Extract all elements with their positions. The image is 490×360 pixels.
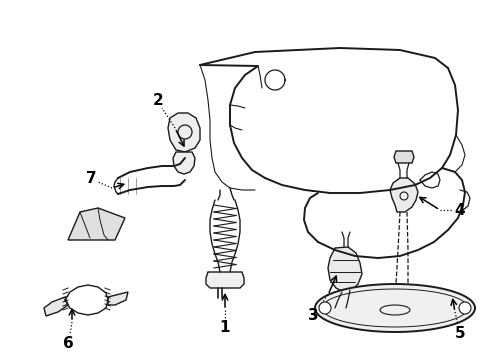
Polygon shape	[168, 113, 200, 152]
Text: 7: 7	[86, 171, 97, 185]
Circle shape	[319, 302, 331, 314]
Polygon shape	[173, 152, 195, 174]
Text: 5: 5	[455, 325, 466, 341]
Polygon shape	[206, 272, 244, 288]
Circle shape	[459, 302, 471, 314]
Text: 6: 6	[63, 337, 74, 351]
Text: 3: 3	[308, 309, 319, 324]
Polygon shape	[315, 284, 475, 332]
Text: 4: 4	[455, 202, 466, 217]
Polygon shape	[390, 178, 418, 212]
Text: 2: 2	[152, 93, 163, 108]
Polygon shape	[68, 208, 125, 240]
Text: 1: 1	[220, 320, 230, 336]
Polygon shape	[44, 297, 68, 316]
Polygon shape	[394, 151, 414, 163]
Polygon shape	[108, 292, 128, 305]
Polygon shape	[328, 247, 362, 292]
